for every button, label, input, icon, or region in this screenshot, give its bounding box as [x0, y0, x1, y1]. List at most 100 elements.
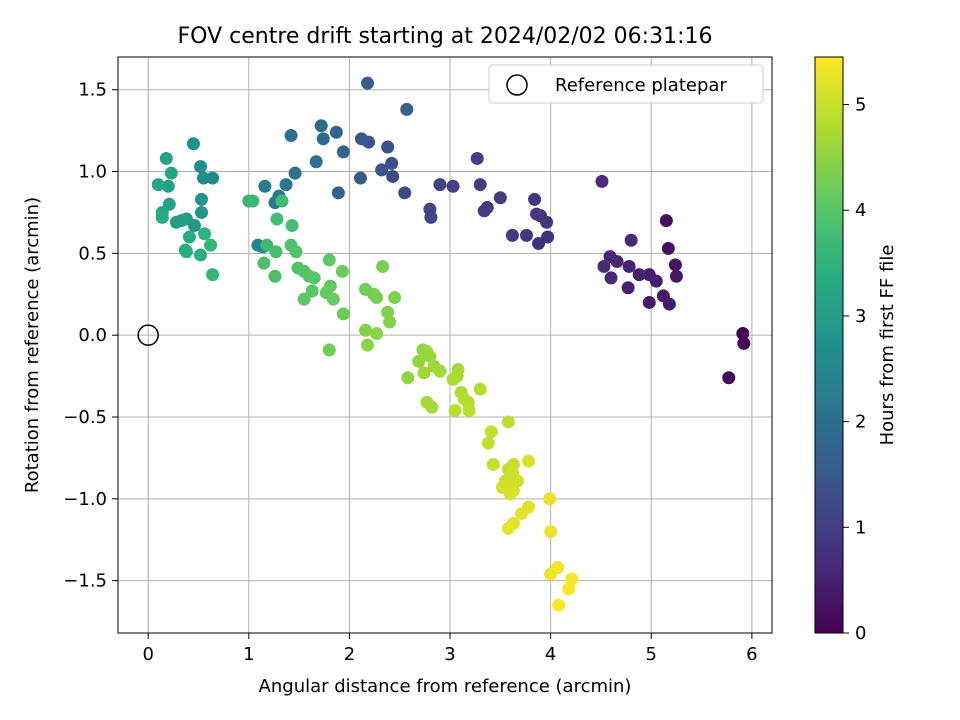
- data-point: [275, 194, 289, 208]
- data-point: [424, 210, 438, 224]
- y-tick-label: 1.0: [78, 162, 107, 183]
- x-tick-label: 5: [646, 644, 657, 665]
- data-point: [433, 364, 447, 378]
- data-point: [251, 238, 265, 252]
- data-point: [370, 291, 384, 305]
- data-point: [519, 228, 533, 242]
- data-point: [446, 372, 460, 386]
- data-point: [501, 521, 515, 535]
- data-point: [470, 151, 484, 165]
- data-point: [493, 191, 507, 205]
- colorbar-tick-label: 2: [855, 412, 866, 433]
- colorbar-tick-label: 5: [855, 95, 866, 116]
- data-point: [505, 228, 519, 242]
- data-point: [486, 457, 500, 471]
- x-tick-label: 6: [746, 644, 757, 665]
- data-point: [484, 425, 498, 439]
- data-point: [473, 178, 487, 192]
- data-point: [621, 281, 635, 295]
- x-tick-label: 3: [444, 644, 455, 665]
- data-point: [285, 219, 299, 233]
- data-point: [206, 171, 220, 185]
- data-point: [522, 454, 536, 468]
- data-point: [151, 178, 165, 192]
- data-point: [642, 268, 656, 282]
- colorbar: 0 1 2 3 4 5 Hours from first FF file: [814, 56, 898, 644]
- data-point: [329, 125, 343, 139]
- data-point: [473, 382, 487, 396]
- data-point: [543, 492, 557, 506]
- reference-platepar-marker: [137, 324, 159, 346]
- data-point: [258, 179, 272, 193]
- data-point: [361, 76, 375, 90]
- data-point: [164, 166, 178, 180]
- data-point: [194, 160, 208, 174]
- data-point: [385, 156, 399, 170]
- data-point: [668, 258, 682, 272]
- data-points: [151, 76, 751, 612]
- plot-area: [117, 56, 773, 634]
- colorbar-ticks: 0 1 2 3 4 5: [843, 95, 866, 644]
- data-point: [260, 238, 274, 252]
- colorbar-gradient: [814, 56, 844, 634]
- data-point: [417, 366, 431, 380]
- data-point: [331, 186, 345, 200]
- data-point: [565, 572, 579, 586]
- data-point: [386, 169, 400, 183]
- y-tick-label: −0.5: [63, 407, 107, 428]
- legend-box: [488, 64, 764, 104]
- data-point: [161, 179, 175, 193]
- legend: Reference platepar: [488, 64, 764, 104]
- data-point: [375, 163, 389, 177]
- x-axis-ticks: 0 1 2 3 4 5 6: [142, 633, 758, 665]
- data-point: [722, 371, 736, 385]
- colorbar-tick-label: 3: [855, 306, 866, 327]
- data-point: [659, 214, 673, 228]
- data-point: [197, 171, 211, 185]
- x-axis-label: Angular distance from reference (arcmin): [259, 676, 632, 697]
- y-axis-ticks: −1.5 −1.0 −0.5 0.0 0.5 1.0 1.5: [63, 80, 118, 592]
- x-tick-label: 2: [344, 644, 355, 665]
- data-point: [336, 145, 350, 159]
- data-point: [314, 119, 328, 133]
- x-tick-label: 1: [243, 644, 254, 665]
- data-point: [204, 238, 218, 252]
- data-point: [361, 338, 375, 352]
- data-point: [448, 403, 462, 417]
- data-point: [195, 192, 209, 206]
- data-point: [246, 194, 260, 208]
- data-point: [194, 248, 208, 262]
- data-point: [503, 487, 517, 501]
- data-point: [335, 264, 349, 278]
- data-point: [359, 323, 373, 337]
- data-point: [169, 215, 183, 229]
- data-point: [481, 436, 495, 450]
- data-point: [544, 525, 558, 539]
- data-point: [307, 271, 321, 285]
- data-point: [532, 237, 546, 251]
- data-point: [551, 561, 565, 575]
- data-point: [336, 307, 350, 321]
- data-point: [604, 271, 618, 285]
- data-point: [206, 268, 220, 282]
- data-point: [477, 204, 491, 218]
- data-point: [322, 343, 336, 357]
- data-point: [370, 327, 384, 341]
- data-point: [552, 598, 566, 612]
- colorbar-tick-label: 0: [855, 623, 866, 644]
- data-point: [305, 284, 319, 298]
- data-point: [661, 241, 675, 255]
- data-point: [530, 207, 544, 221]
- y-tick-label: 0.5: [78, 243, 107, 264]
- data-point: [398, 186, 412, 200]
- data-point: [297, 292, 311, 306]
- data-point: [462, 403, 476, 417]
- data-point: [425, 400, 439, 414]
- plot-frame: [117, 56, 773, 634]
- data-point: [624, 233, 638, 247]
- data-point: [178, 243, 192, 257]
- data-point: [195, 205, 209, 219]
- chart-title: FOV centre drift starting at 2024/02/02 …: [178, 24, 713, 49]
- data-point: [433, 178, 447, 192]
- colorbar-tick-label: 4: [855, 200, 866, 221]
